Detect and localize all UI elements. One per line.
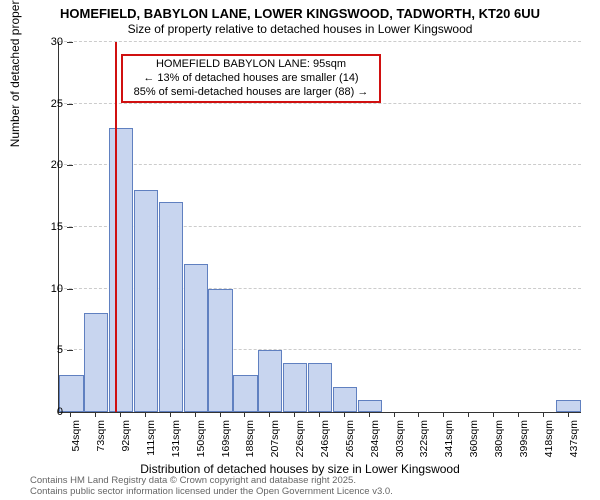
- y-tick-label: 5: [57, 344, 63, 356]
- histogram-bar: [283, 363, 307, 412]
- x-tick-label: 360sqm: [468, 420, 480, 460]
- y-tick: [67, 42, 73, 43]
- x-tick: [319, 412, 320, 417]
- x-tick: [418, 412, 419, 417]
- x-tick-label: 131sqm: [170, 420, 182, 460]
- y-axis-title: Number of detached properties: [8, 0, 22, 147]
- x-tick: [443, 412, 444, 417]
- x-tick: [145, 412, 146, 417]
- y-tick-label: 30: [51, 36, 63, 48]
- histogram-bar: [358, 400, 382, 412]
- histogram-bar: [556, 400, 580, 412]
- y-tick: [67, 165, 73, 166]
- x-tick: [220, 412, 221, 417]
- x-tick-label: 150sqm: [195, 420, 207, 460]
- x-tick-label: 322sqm: [418, 420, 430, 460]
- x-tick: [95, 412, 96, 417]
- y-tick: [67, 227, 73, 228]
- x-tick: [543, 412, 544, 417]
- x-tick-label: 92sqm: [120, 420, 132, 460]
- annotation-box: HOMEFIELD BABYLON LANE: 95sqm← 13% of de…: [121, 54, 381, 103]
- gridline: [59, 164, 581, 165]
- x-tick: [244, 412, 245, 417]
- x-tick-label: 207sqm: [269, 420, 281, 460]
- x-tick-label: 341sqm: [443, 420, 455, 460]
- histogram-bar: [159, 202, 183, 412]
- x-tick-label: 265sqm: [344, 420, 356, 460]
- reference-line: [115, 42, 117, 412]
- gridline: [59, 41, 581, 42]
- y-tick-label: 25: [51, 98, 63, 110]
- y-tick-label: 15: [51, 221, 63, 233]
- x-tick: [120, 412, 121, 417]
- x-tick: [344, 412, 345, 417]
- histogram-bar: [184, 264, 208, 412]
- x-tick-label: 226sqm: [294, 420, 306, 460]
- x-tick: [170, 412, 171, 417]
- chart-title-sub: Size of property relative to detached ho…: [0, 22, 600, 36]
- x-tick: [493, 412, 494, 417]
- chart-container: HOMEFIELD, BABYLON LANE, LOWER KINGSWOOD…: [0, 0, 600, 500]
- x-tick-label: 246sqm: [319, 420, 331, 460]
- plot-area: HOMEFIELD BABYLON LANE: 95sqm← 13% of de…: [58, 42, 581, 413]
- y-tick: [67, 289, 73, 290]
- x-axis-title: Distribution of detached houses by size …: [0, 462, 600, 476]
- histogram-bar: [333, 387, 357, 412]
- x-tick-label: 111sqm: [145, 420, 157, 460]
- y-tick-label: 20: [51, 159, 63, 171]
- footer-attribution: Contains HM Land Registry data © Crown c…: [30, 476, 393, 498]
- x-tick: [70, 412, 71, 417]
- x-tick: [394, 412, 395, 417]
- y-tick: [67, 104, 73, 105]
- y-tick-label: 10: [51, 283, 63, 295]
- x-tick-label: 399sqm: [518, 420, 530, 460]
- y-tick: [67, 350, 73, 351]
- annotation-line1: HOMEFIELD BABYLON LANE: 95sqm: [129, 58, 373, 72]
- x-tick-label: 380sqm: [493, 420, 505, 460]
- annotation-line2: ← 13% of detached houses are smaller (14…: [129, 72, 373, 86]
- histogram-bar: [308, 363, 332, 412]
- x-tick-label: 418sqm: [543, 420, 555, 460]
- x-tick: [269, 412, 270, 417]
- x-tick-label: 188sqm: [244, 420, 256, 460]
- x-tick: [294, 412, 295, 417]
- x-tick: [518, 412, 519, 417]
- x-tick-label: 54sqm: [70, 420, 82, 460]
- histogram-bar: [84, 313, 108, 412]
- histogram-bar: [233, 375, 257, 412]
- x-tick-label: 169sqm: [220, 420, 232, 460]
- x-tick: [568, 412, 569, 417]
- chart-title-main: HOMEFIELD, BABYLON LANE, LOWER KINGSWOOD…: [0, 6, 600, 21]
- histogram-bar: [109, 128, 133, 412]
- x-tick: [195, 412, 196, 417]
- y-tick-label: 0: [57, 406, 63, 418]
- annotation-line3: 85% of semi-detached houses are larger (…: [129, 86, 373, 100]
- histogram-bar: [258, 350, 282, 412]
- x-tick: [468, 412, 469, 417]
- histogram-bar: [208, 289, 232, 412]
- histogram-bar: [134, 190, 158, 412]
- x-tick: [369, 412, 370, 417]
- x-tick-label: 303sqm: [394, 420, 406, 460]
- x-tick-label: 284sqm: [369, 420, 381, 460]
- x-tick-label: 437sqm: [568, 420, 580, 460]
- footer-line2: Contains public sector information licen…: [30, 487, 393, 498]
- x-tick-label: 73sqm: [95, 420, 107, 460]
